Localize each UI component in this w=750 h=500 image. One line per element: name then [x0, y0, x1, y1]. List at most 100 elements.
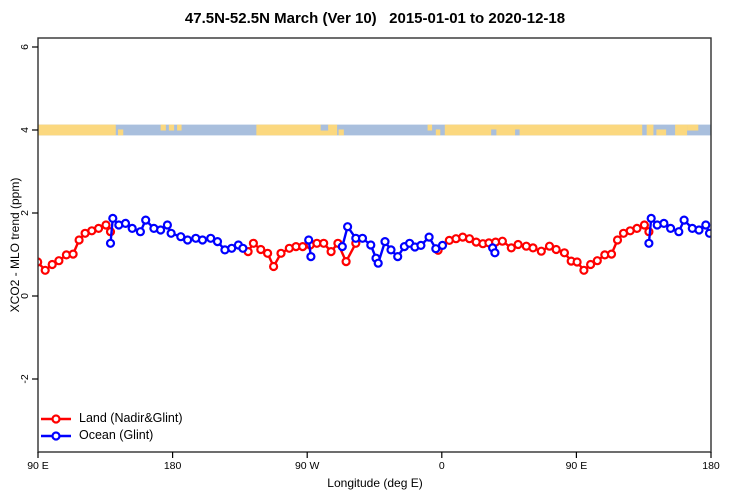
data-point [639, 220, 650, 230]
data-point [373, 258, 383, 268]
y-tick-label: 0 [19, 293, 31, 299]
data-point [536, 246, 546, 256]
band-patch [338, 129, 344, 136]
data-point [127, 223, 137, 233]
data-point [592, 256, 602, 266]
band-patch [160, 124, 166, 131]
data-point [528, 243, 538, 253]
data-point [665, 223, 676, 233]
x-tick-label: 180 [164, 460, 182, 472]
data-point [38, 257, 43, 267]
y-tick-label: 4 [19, 127, 31, 133]
band-patch [168, 124, 175, 131]
band-land-segment [675, 124, 688, 136]
data-point [101, 220, 111, 230]
data-point [393, 252, 403, 262]
data-point [343, 222, 353, 232]
band-patch [646, 124, 654, 136]
band-land-segment [256, 124, 338, 136]
data-point [380, 237, 390, 247]
band-patch [687, 124, 699, 131]
data-point [490, 248, 500, 258]
data-point [166, 228, 176, 238]
data-point [319, 238, 329, 248]
land-series [38, 220, 654, 275]
data-point [74, 235, 84, 245]
data-point [559, 248, 570, 258]
data-point [141, 215, 151, 225]
band-patch [320, 124, 329, 131]
data-point [47, 259, 57, 270]
data-point [183, 235, 193, 245]
x-tick-label: 180 [702, 460, 720, 472]
data-point [93, 223, 104, 233]
x-tick-label: 90 W [295, 460, 320, 472]
band-patch [515, 129, 520, 136]
x-axis-label: Longitude (deg E) [327, 476, 423, 490]
ocean-series [105, 213, 711, 268]
data-point [572, 257, 582, 267]
x-tick-label: 90 E [566, 460, 588, 472]
data-point [108, 213, 118, 223]
data-point [162, 220, 172, 230]
data-point [497, 236, 507, 246]
data-point [135, 227, 145, 237]
data-point [606, 249, 617, 259]
plot-frame [37, 37, 712, 453]
legend-item-land: Land (Nadir&Glint) [40, 410, 183, 427]
data-point [704, 228, 711, 238]
data-point [238, 243, 248, 253]
data-point [156, 225, 166, 235]
legend: Land (Nadir&Glint) Ocean (Glint) [40, 410, 183, 444]
data-point [585, 259, 596, 270]
data-point [386, 245, 396, 255]
legend-item-ocean: Ocean (Glint) [40, 427, 183, 444]
data-point [54, 256, 64, 266]
data-point [679, 215, 689, 225]
land-ocean-band [38, 124, 711, 136]
data-point [579, 265, 589, 275]
band-land-segment [38, 124, 116, 136]
data-point [68, 249, 78, 259]
data-point [701, 220, 711, 230]
band-patch [118, 129, 124, 136]
band-patch [427, 124, 433, 131]
ocean-series-swatch-icon [41, 430, 71, 441]
band-patch [435, 129, 441, 136]
data-point [424, 232, 434, 242]
band-patch [656, 129, 667, 136]
data-point [632, 223, 642, 233]
legend-label-land: Land (Nadir&Glint) [79, 411, 183, 425]
data-point [694, 225, 704, 235]
data-point [276, 248, 286, 258]
data-point [256, 244, 266, 255]
x-axis-ticks: 90 E 180 90 W 0 90 E 180 [27, 452, 720, 472]
data-point [176, 232, 186, 242]
y-tick-label: -2 [19, 374, 31, 383]
data-point [306, 252, 316, 262]
data-point [206, 233, 216, 243]
data-point [659, 218, 669, 228]
data-point [337, 242, 347, 252]
legend-label-ocean: Ocean (Glint) [79, 428, 154, 442]
data-point [437, 240, 448, 250]
data-point [366, 240, 376, 250]
data-point [263, 248, 273, 258]
band-patch [491, 129, 497, 136]
data-point [304, 235, 314, 245]
band-land-segment [444, 124, 643, 136]
x-tick-label: 90 E [27, 460, 49, 472]
data-point [416, 240, 426, 250]
data-point [212, 237, 223, 247]
land-series-swatch-icon [41, 413, 71, 424]
y-tick-label: 6 [19, 44, 31, 50]
data-point [298, 242, 308, 252]
data-point [513, 239, 523, 250]
data-point [357, 233, 368, 243]
data-point [326, 247, 336, 257]
data-point [269, 261, 279, 272]
data-point [612, 235, 623, 245]
data-point [646, 213, 656, 223]
chart-title: 47.5N-52.5N March (Ver 10) 2015-01-01 to… [184, 10, 566, 27]
